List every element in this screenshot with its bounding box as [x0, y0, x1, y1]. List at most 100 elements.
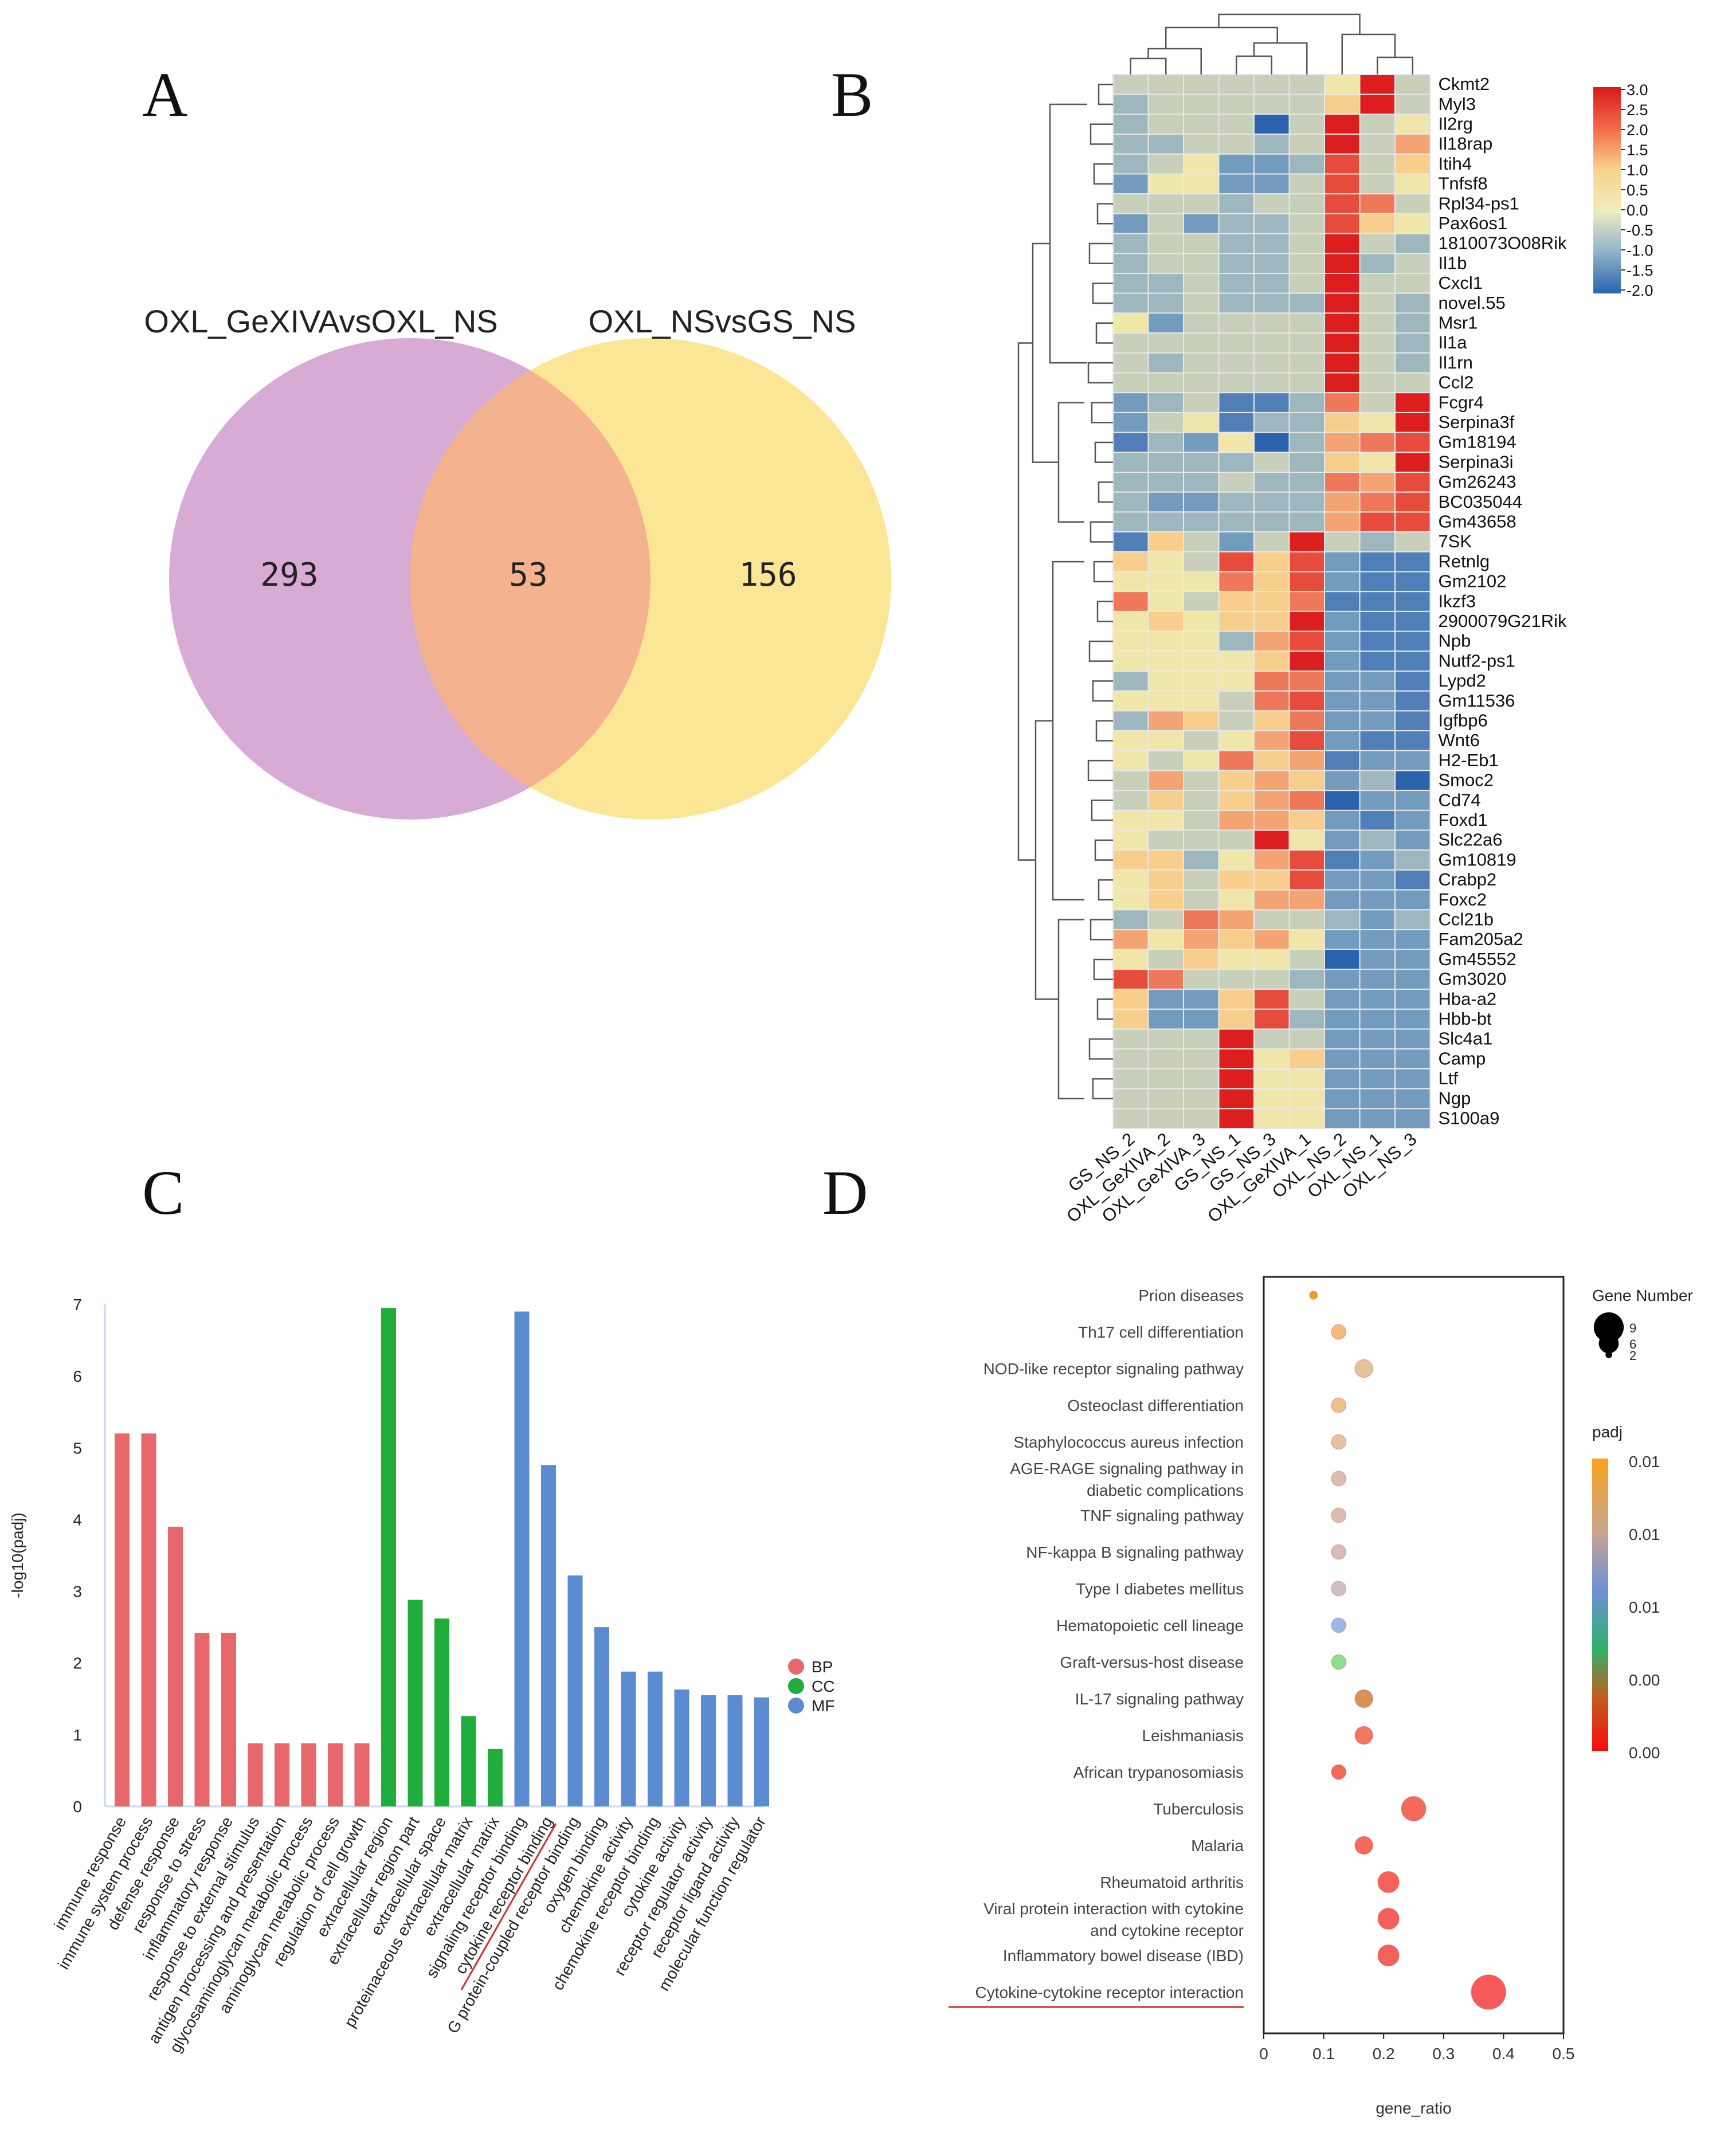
heatmap-cell	[1359, 491, 1396, 513]
heatmap-cell	[1288, 74, 1325, 95]
heatmap-cell	[1147, 809, 1184, 831]
heatmap-cell	[1253, 113, 1290, 135]
heatmap-cell	[1394, 173, 1431, 195]
heatmap-cell	[1359, 969, 1396, 990]
bubble	[1331, 1397, 1347, 1413]
heatmap-row-dendrogram	[1092, 680, 1113, 702]
heatmap-row-label: Gm43658	[1439, 511, 1516, 531]
heatmap-row-label: 7SK	[1439, 531, 1472, 551]
heatmap-cell	[1253, 411, 1290, 433]
heatmap-cell	[1253, 1008, 1290, 1030]
heatmap-cell	[1253, 173, 1290, 195]
pathway-label: Staphylococcus aureus infection	[1013, 1433, 1244, 1451]
heatmap-cell	[1359, 690, 1396, 712]
heatmap-cell	[1288, 113, 1325, 135]
colorbar-tick-label: 3.0	[1627, 81, 1648, 99]
pathway-label: Inflammatory bowel disease (IBD)	[1003, 1947, 1244, 1965]
heatmap-cell	[1324, 432, 1361, 453]
heatmap-cell	[1253, 730, 1290, 751]
heatmap-cell	[1253, 273, 1290, 294]
heatmap-cell	[1288, 411, 1325, 433]
venn-overlap	[410, 338, 650, 820]
heatmap-cell	[1288, 730, 1325, 751]
heatmap-cell	[1218, 969, 1255, 990]
heatmap-cell	[1394, 591, 1431, 612]
heatmap-cell	[1218, 452, 1255, 473]
heatmap-cell	[1147, 770, 1184, 791]
heatmap-cell	[1359, 790, 1396, 811]
heatmap-cell	[1183, 452, 1220, 473]
heatmap-cell	[1359, 730, 1396, 751]
heatmap-cell	[1253, 372, 1290, 394]
pathway-label: Th17 cell differentiation	[1078, 1323, 1244, 1341]
heatmap-row-label: Npb	[1439, 631, 1471, 651]
heatmap-cell	[1359, 153, 1396, 175]
heatmap-row-label: Gm11536	[1439, 691, 1515, 711]
heatmap-row-label: Cd74	[1439, 790, 1481, 810]
pathway-label: Hematopoietic cell lineage	[1056, 1617, 1244, 1634]
heatmap-cell	[1183, 432, 1220, 453]
heatmap-cell	[1324, 889, 1361, 911]
heatmap-cell	[1218, 1008, 1255, 1030]
heatmap-cell	[1218, 610, 1255, 632]
heatmap-col-dendrogram	[1165, 26, 1278, 49]
heatmap-cell	[1324, 948, 1361, 970]
heatmap-row-label: Ikzf3	[1439, 591, 1476, 611]
heatmap-cell	[1253, 790, 1290, 811]
highlight-underline	[460, 1823, 557, 1990]
heatmap-cell	[1147, 432, 1184, 453]
colorbar-tick-label: 2.5	[1627, 101, 1648, 119]
heatmap-cell	[1183, 312, 1220, 334]
heatmap-row-label: Lypd2	[1439, 671, 1486, 691]
heatmap-cell	[1253, 551, 1290, 573]
heatmap-cell	[1218, 193, 1255, 214]
heatmap-cell	[1394, 1088, 1431, 1110]
heatmap-cell	[1324, 770, 1361, 791]
heatmap-cell	[1112, 829, 1149, 851]
heatmap-cell	[1324, 591, 1361, 612]
legend-label: BP	[812, 1658, 833, 1676]
heatmap-cell	[1183, 193, 1220, 214]
heatmap-cell	[1253, 591, 1290, 612]
heatmap-cell	[1394, 292, 1431, 314]
heatmap-cell	[1359, 849, 1396, 871]
heatmap-cell	[1112, 1108, 1149, 1130]
heatmap-row-label: Il18rap	[1439, 134, 1493, 154]
heatmap-cell	[1394, 472, 1431, 493]
heatmap-row-dendrogram	[1094, 441, 1113, 463]
heatmap-cell	[1359, 571, 1396, 593]
heatmap-cell	[1183, 74, 1220, 95]
bar	[275, 1743, 289, 1806]
heatmap-cell	[1288, 372, 1325, 394]
heatmap-cell	[1324, 312, 1361, 334]
heatmap-row-label: Ccl21b	[1439, 909, 1494, 929]
y-tick-label: 7	[73, 1296, 82, 1314]
colorbar-tick-label: 0.5	[1627, 182, 1648, 199]
heatmap-cell	[1394, 1108, 1431, 1130]
bubble	[1354, 1726, 1374, 1745]
heatmap-cell	[1112, 809, 1149, 831]
venn-set-title-right: OXL_NSvsGS_NS	[589, 303, 856, 339]
legend-marker	[788, 1678, 804, 1694]
heatmap-cell	[1183, 1088, 1220, 1110]
heatmap-cell	[1112, 610, 1149, 632]
heatmap-row-dendrogram	[1088, 640, 1113, 662]
heatmap-cell	[1324, 332, 1361, 354]
heatmap-cell	[1394, 134, 1431, 155]
heatmap-cell	[1288, 193, 1325, 214]
heatmap-cell	[1183, 392, 1220, 413]
heatmap-cell	[1288, 610, 1325, 632]
heatmap-cell	[1253, 650, 1290, 672]
heatmap-cell	[1394, 1048, 1431, 1070]
heatmap-cell	[1394, 253, 1431, 274]
bar	[328, 1743, 343, 1806]
heatmap-cell	[1112, 1008, 1149, 1030]
bubble	[1331, 1544, 1347, 1560]
heatmap-cell	[1183, 869, 1220, 891]
heatmap-cell	[1359, 472, 1396, 493]
pathway-label: Cytokine-cytokine receptor interaction	[975, 1983, 1244, 2001]
heatmap-row-dendrogram	[1052, 560, 1084, 901]
heatmap-cell	[1324, 74, 1361, 95]
heatmap-cell	[1218, 292, 1255, 314]
heatmap-cell	[1253, 511, 1290, 533]
